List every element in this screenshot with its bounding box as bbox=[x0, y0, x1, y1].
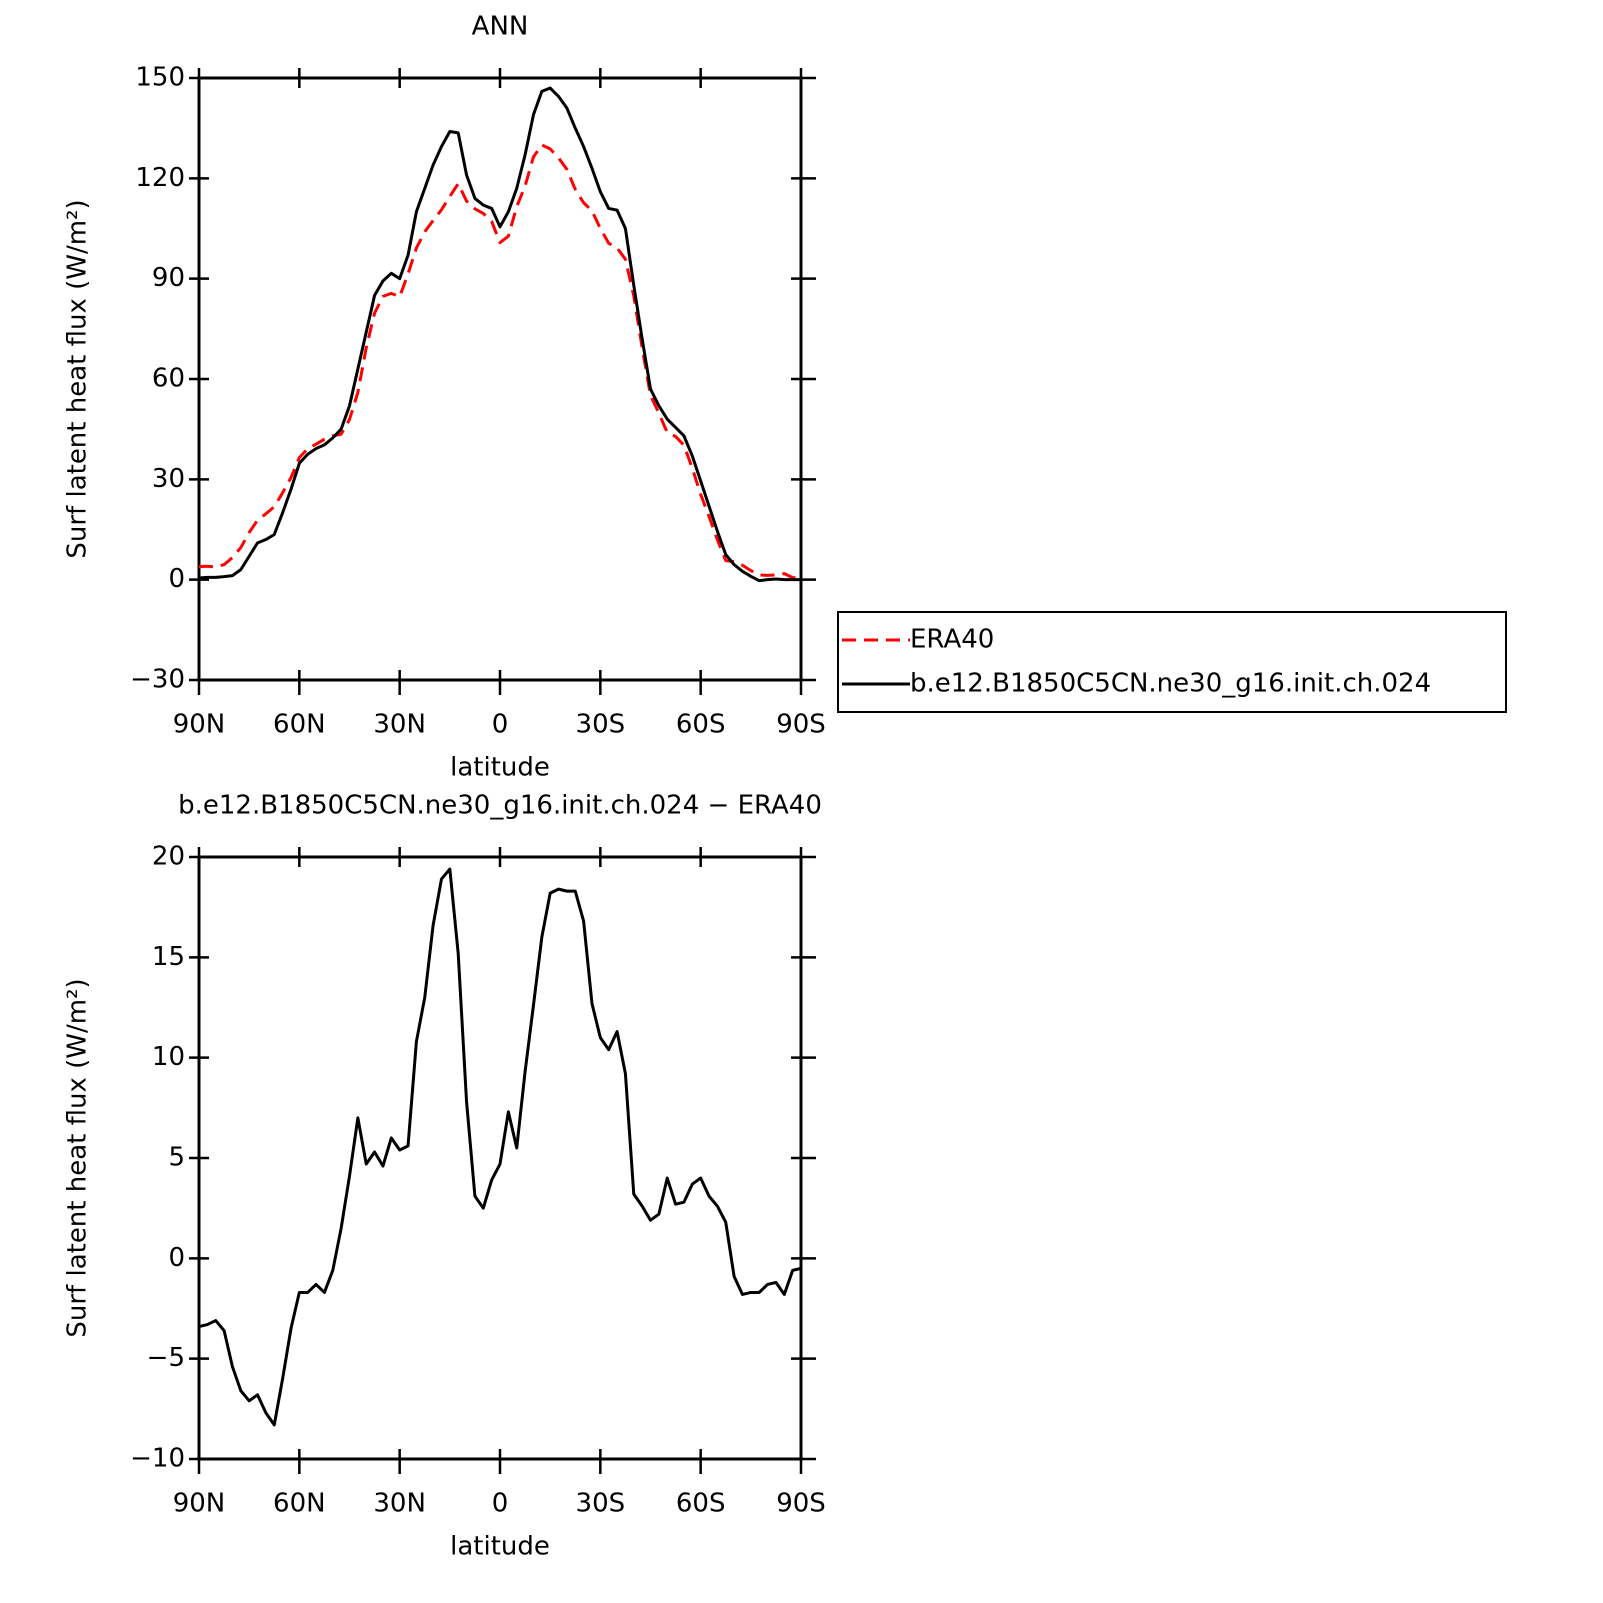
x-axis-label: latitude bbox=[450, 1532, 550, 1562]
y-tick-label: −10 bbox=[130, 1444, 185, 1474]
x-tick-label: 30N bbox=[373, 1489, 426, 1519]
y-tick-label: 5 bbox=[168, 1143, 185, 1173]
y-tick-label: 60 bbox=[152, 364, 185, 394]
legend-label: b.e12.B1850C5CN.ne30_g16.init.ch.024 bbox=[910, 669, 1431, 699]
y-tick-label: 120 bbox=[135, 163, 185, 193]
x-tick-label: 90S bbox=[776, 710, 826, 740]
x-tick-label: 60S bbox=[676, 1489, 726, 1519]
y-tick-label: 30 bbox=[152, 464, 185, 494]
x-tick-label: 90N bbox=[173, 710, 226, 740]
y-tick-label: −5 bbox=[147, 1343, 185, 1373]
x-tick-label: 0 bbox=[492, 1489, 509, 1519]
y-tick-label: 0 bbox=[168, 564, 185, 594]
x-tick-label: 60N bbox=[273, 1489, 326, 1519]
x-tick-label: 90N bbox=[173, 1489, 226, 1519]
y-tick-label: 20 bbox=[152, 842, 185, 872]
y-tick-label: 0 bbox=[168, 1243, 185, 1273]
legend-box bbox=[837, 611, 1507, 713]
chart-title: b.e12.B1850C5CN.ne30_g16.init.ch.024 − E… bbox=[178, 791, 822, 821]
y-axis-label: Surf latent heat flux (W/m²) bbox=[63, 978, 93, 1337]
x-tick-label: 60S bbox=[676, 710, 726, 740]
y-tick-label: 90 bbox=[152, 263, 185, 293]
plot-frame bbox=[197, 76, 803, 682]
chart-title: ANN bbox=[472, 12, 529, 42]
y-tick-label: 150 bbox=[135, 63, 185, 93]
y-tick-label: −30 bbox=[130, 665, 185, 695]
data-line bbox=[198, 86, 801, 583]
x-tick-label: 60N bbox=[273, 710, 326, 740]
x-tick-label: 30S bbox=[576, 1489, 626, 1519]
data-line bbox=[198, 867, 802, 1427]
legend-label: ERA40 bbox=[910, 625, 994, 655]
data-line bbox=[198, 143, 802, 580]
y-tick-label: 15 bbox=[152, 942, 185, 972]
x-tick-label: 0 bbox=[492, 710, 509, 740]
x-tick-label: 30S bbox=[576, 710, 626, 740]
y-tick-label: 10 bbox=[152, 1042, 185, 1072]
x-tick-label: 90S bbox=[776, 1489, 826, 1519]
x-axis-label: latitude bbox=[450, 753, 550, 783]
y-axis-label: Surf latent heat flux (W/m²) bbox=[63, 199, 93, 558]
x-tick-label: 30N bbox=[373, 710, 426, 740]
